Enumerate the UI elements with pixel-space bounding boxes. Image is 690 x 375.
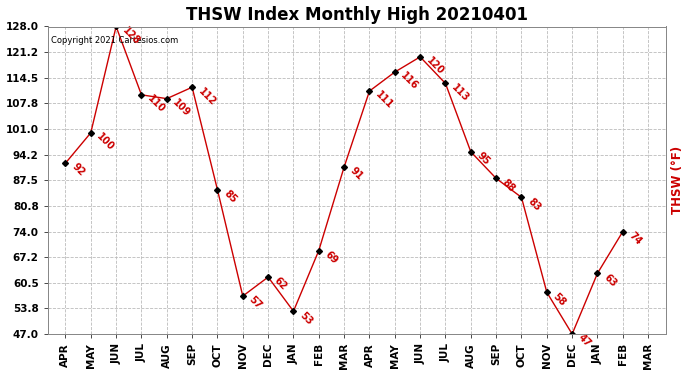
- Text: 110: 110: [146, 93, 167, 115]
- Text: 83: 83: [526, 196, 542, 213]
- Text: 112: 112: [196, 86, 217, 107]
- Text: 91: 91: [348, 166, 365, 182]
- Text: 113: 113: [450, 82, 471, 104]
- Text: 95: 95: [475, 150, 491, 167]
- Text: 128: 128: [120, 25, 141, 46]
- Text: 63: 63: [602, 272, 618, 288]
- Title: THSW Index Monthly High 20210401: THSW Index Monthly High 20210401: [186, 6, 528, 24]
- Text: 62: 62: [273, 276, 289, 292]
- Text: 111: 111: [373, 90, 395, 111]
- Text: 58: 58: [551, 291, 568, 308]
- Y-axis label: THSW (°F): THSW (°F): [671, 146, 684, 214]
- Text: 57: 57: [247, 295, 264, 311]
- Text: 85: 85: [221, 188, 238, 205]
- Text: 100: 100: [95, 131, 117, 153]
- Text: 47: 47: [576, 333, 593, 349]
- Text: 74: 74: [627, 230, 644, 247]
- Text: 92: 92: [70, 162, 86, 178]
- Text: 120: 120: [424, 56, 446, 77]
- Text: 53: 53: [297, 310, 314, 327]
- Text: 109: 109: [171, 97, 193, 118]
- Text: 88: 88: [500, 177, 517, 194]
- Text: 116: 116: [399, 70, 420, 92]
- Text: Copyright 2021 Cartesios.com: Copyright 2021 Cartesios.com: [51, 36, 178, 45]
- Text: 69: 69: [323, 249, 339, 266]
